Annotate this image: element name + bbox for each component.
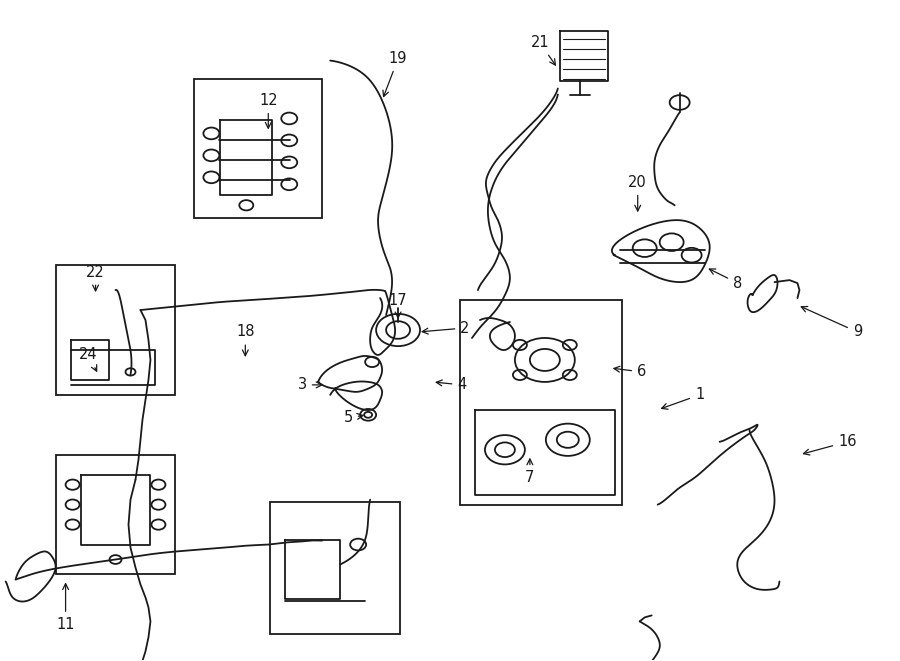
Bar: [460, 300, 622, 504]
Text: 20: 20: [628, 175, 647, 211]
Bar: [270, 502, 400, 635]
Text: 16: 16: [804, 434, 857, 455]
Text: 5: 5: [344, 410, 363, 425]
Text: 22: 22: [86, 264, 105, 291]
Text: 1: 1: [662, 387, 704, 409]
Bar: [194, 79, 322, 218]
Text: 9: 9: [801, 307, 862, 340]
Text: 23: 23: [0, 660, 1, 661]
Text: 15: 15: [0, 660, 1, 661]
Text: 12: 12: [259, 93, 277, 128]
Text: 19: 19: [382, 51, 408, 97]
Text: 25: 25: [0, 660, 1, 661]
Text: 7: 7: [526, 459, 535, 485]
Text: 14: 14: [0, 660, 1, 661]
Bar: [56, 455, 176, 574]
Text: 18: 18: [236, 325, 255, 356]
Text: 11: 11: [57, 584, 75, 632]
Text: 17: 17: [389, 293, 408, 318]
Text: 24: 24: [79, 348, 98, 371]
Text: 4: 4: [436, 377, 466, 393]
Text: 10: 10: [0, 660, 1, 661]
Text: 21: 21: [530, 35, 555, 65]
Text: 3: 3: [298, 377, 322, 393]
Text: 2: 2: [422, 321, 470, 336]
Text: 6: 6: [614, 364, 646, 379]
Text: 13: 13: [0, 660, 1, 661]
Text: 8: 8: [709, 269, 742, 291]
Bar: [56, 265, 176, 395]
